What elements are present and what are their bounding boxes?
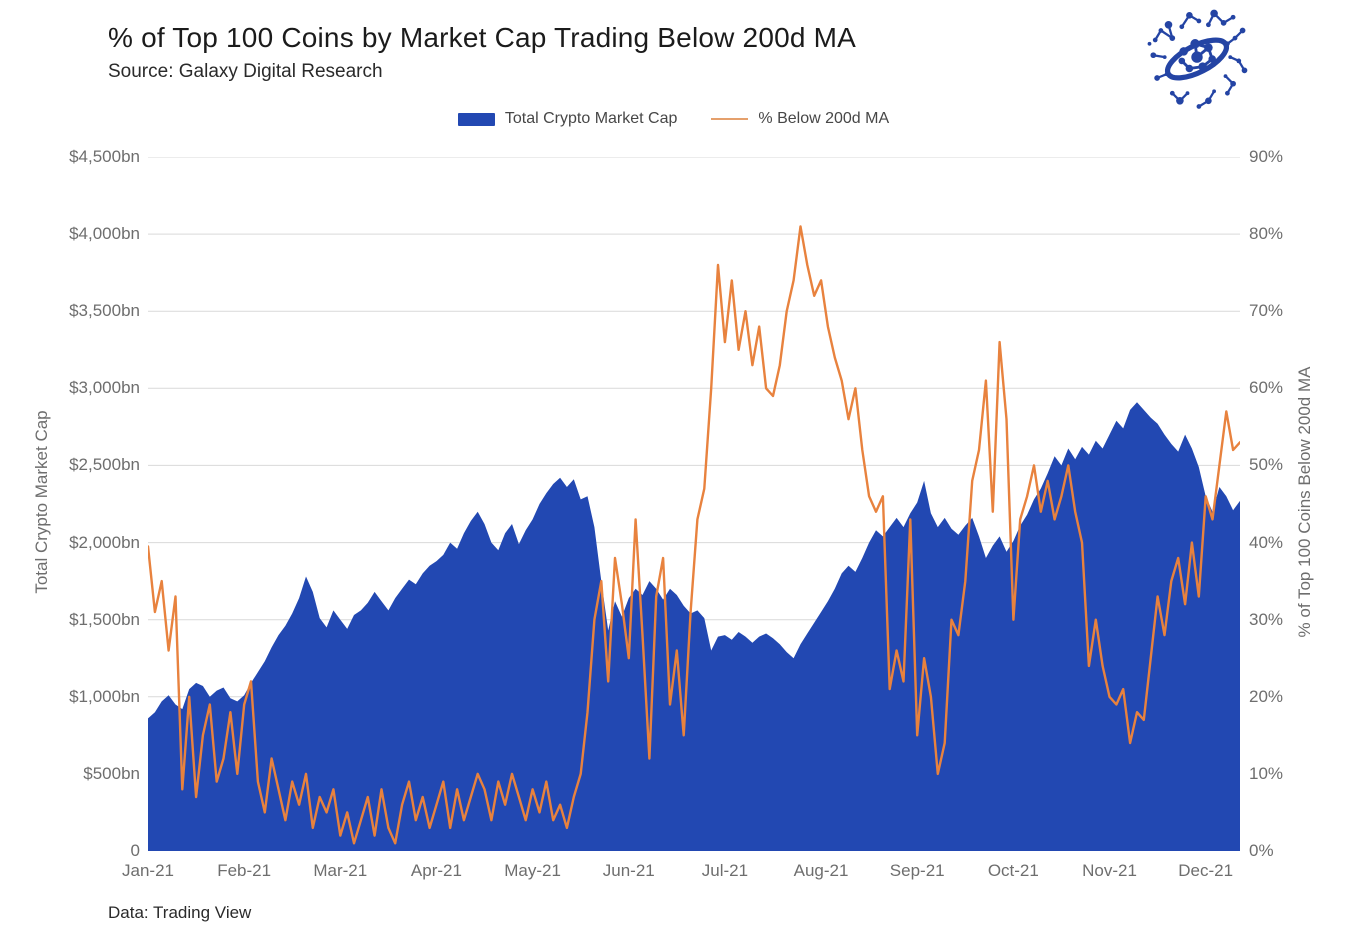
y-axis-right-tick-label: 10% <box>1249 763 1284 783</box>
y-axis-right-tick-label: 50% <box>1249 455 1284 475</box>
market-cap-area-series <box>148 402 1240 851</box>
y-axis-right-tick-label: 80% <box>1249 224 1284 244</box>
y-axis-left-tick-label: $2,500bn <box>69 455 140 475</box>
page-title: % of Top 100 Coins by Market Cap Trading… <box>108 22 857 53</box>
y-axis-left-tick-label: $1,000bn <box>69 686 140 706</box>
legend-item-market-cap: Total Crypto Market Cap <box>457 110 678 128</box>
y-axis-left-tick-label: $3,500bn <box>69 301 140 321</box>
data-source-note: Data: Trading View <box>108 903 252 922</box>
y-axis-right-title: % of Top 100 Coins Below 200d MA <box>1295 366 1314 638</box>
x-axis-month-label: Jul-21 <box>701 861 749 880</box>
x-axis-month-label: Feb-21 <box>217 861 272 880</box>
y-axis-right-tick-label: 30% <box>1249 609 1284 629</box>
y-axis-left-tick-label: 0 <box>130 841 140 860</box>
y-axis-left-title: Total Crypto Market Cap <box>32 410 51 594</box>
source-line: Source: Galaxy Digital Research <box>108 61 383 82</box>
y-axis-left-tick-label: $3,000bn <box>69 378 140 398</box>
galaxy-digital-logo <box>1147 9 1248 109</box>
legend: Total Crypto Market Cap % Below 200d MA <box>0 110 1347 128</box>
plot-svg <box>148 157 1240 851</box>
x-axis-month-label: May-21 <box>504 861 561 880</box>
pct-below-line-series <box>148 225 1240 845</box>
x-axis-month-label: Nov-21 <box>1082 861 1137 880</box>
x-axis-month-label: Mar-21 <box>313 861 368 880</box>
legend-label-pct: % Below 200d MA <box>758 110 890 127</box>
y-axis-left-tick-label: $2,000bn <box>69 532 140 552</box>
y-axis-right-tick-label: 40% <box>1249 532 1284 552</box>
y-axis-right-tick-label: 90% <box>1249 147 1284 166</box>
x-axis-month-label: Aug-21 <box>793 861 849 880</box>
x-axis-month-label: Jan-21 <box>122 861 174 880</box>
y-axis-right-tick-label: 70% <box>1249 301 1284 321</box>
y-axis-left-tick-label: $500bn <box>83 763 140 783</box>
market-cap-swatch-icon <box>457 112 495 126</box>
x-axis-month-label: Apr-21 <box>410 861 462 880</box>
y-axis-left-tick-label: $4,000bn <box>69 224 140 244</box>
y-axis-right-tick-label: 60% <box>1249 378 1284 398</box>
x-axis-month-label: Sep-21 <box>889 861 945 880</box>
x-axis-month-label: Jun-21 <box>602 861 655 880</box>
x-axis-month-label: Dec-21 <box>1178 861 1234 880</box>
x-axis-month-label: Oct-21 <box>987 861 1039 880</box>
legend-label-market-cap: Total Crypto Market Cap <box>504 110 678 127</box>
y-axis-right-tick-label: 20% <box>1249 686 1284 706</box>
y-axis-right-tick-label: 0% <box>1249 841 1274 860</box>
y-axis-left-tick-label: $4,500bn <box>69 147 140 166</box>
pct-line-swatch-icon <box>711 118 749 120</box>
legend-item-pct: % Below 200d MA <box>711 110 889 128</box>
y-axis-left-tick-label: $1,500bn <box>69 609 140 629</box>
